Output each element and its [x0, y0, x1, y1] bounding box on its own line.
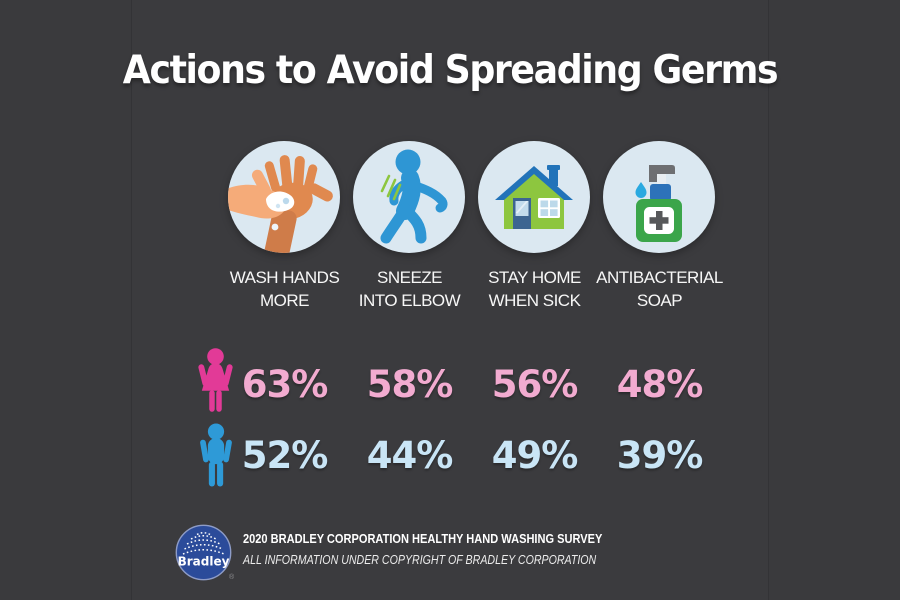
sneeze-into-elbow-icon — [353, 141, 465, 253]
bradley-logo: Bradley — [175, 524, 232, 581]
registered-trademark-symbol: ® — [229, 574, 235, 581]
action-label: WASH HANDS MORE — [229, 268, 340, 310]
men-value: 44% — [366, 434, 454, 477]
column-wash-hands: WASH HANDS MORE 63% 52% — [222, 0, 347, 600]
women-value: 48% — [616, 363, 704, 406]
antibacterial-soap-icon — [603, 141, 715, 253]
page-title: Actions to Avoid Spreading Germs — [122, 48, 779, 93]
women-value: 56% — [491, 363, 579, 406]
men-value: 52% — [241, 434, 329, 477]
column-sneeze-into-elbow: SNEEZE INTO ELBOW 58% 44% — [347, 0, 472, 600]
background-panel — [131, 0, 769, 600]
women-value: 58% — [366, 363, 454, 406]
footer-survey-line: 2020 BRADLEY CORPORATION HEALTHY HAND WA… — [243, 531, 603, 546]
wash-hands-icon — [228, 141, 340, 253]
stay-home-icon — [478, 141, 590, 253]
men-value: 49% — [491, 434, 579, 477]
action-label: STAY HOME WHEN SICK — [488, 268, 581, 310]
action-label: SNEEZE INTO ELBOW — [358, 268, 461, 310]
column-antibacterial-soap: ANTIBACTERIAL SOAP 48% 39% — [596, 0, 723, 600]
footer-text: 2020 BRADLEY CORPORATION HEALTHY HAND WA… — [243, 531, 666, 567]
women-value: 63% — [241, 363, 329, 406]
man-icon — [200, 423, 232, 487]
column-stay-home: STAY HOME WHEN SICK 56% 49% — [472, 0, 597, 600]
woman-icon — [198, 348, 233, 412]
action-label: ANTIBACTERIAL SOAP — [596, 268, 723, 310]
men-value: 39% — [616, 434, 704, 477]
footer-copyright-line: ALL INFORMATION UNDER COPYRIGHT OF BRADL… — [243, 553, 597, 567]
svg-text:Bradley: Bradley — [178, 555, 230, 569]
